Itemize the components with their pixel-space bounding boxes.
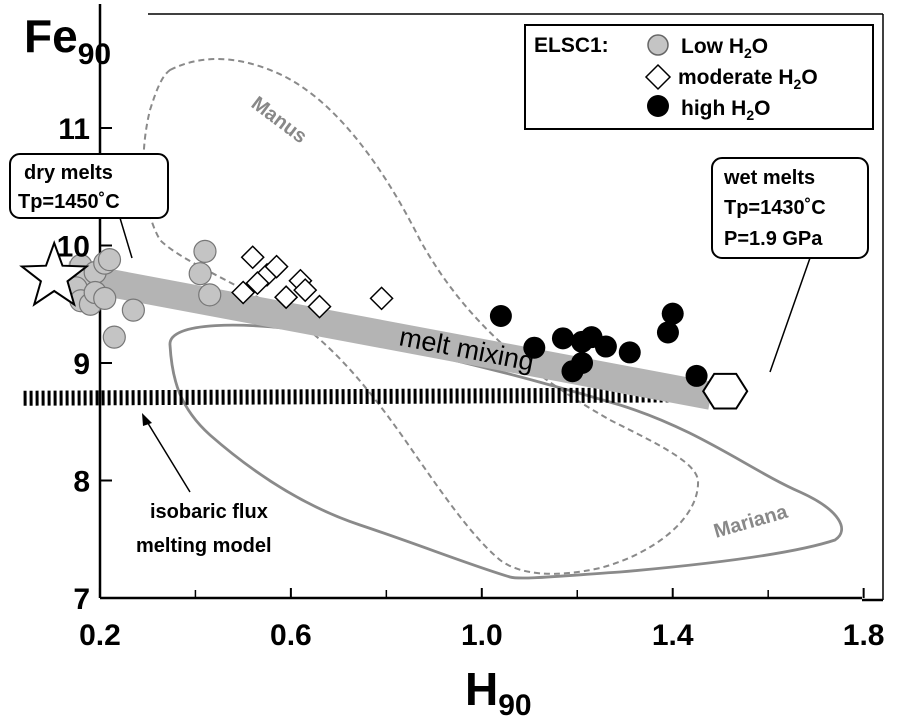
isobaric-model-arrow-head bbox=[142, 413, 152, 426]
moderate-h2o-point bbox=[264, 254, 289, 279]
legend-box bbox=[524, 24, 874, 130]
manus-label: Manus bbox=[247, 92, 311, 148]
wet-melts-pointer bbox=[769, 257, 811, 373]
isobaric-model-arrow-shaft bbox=[145, 419, 191, 493]
high-h2o-point bbox=[551, 327, 574, 350]
low-h2o-point bbox=[121, 298, 145, 322]
dry-melts-pointer bbox=[119, 217, 133, 259]
y-axis-title: Fe90 bbox=[24, 10, 111, 71]
dry-melts-line2: Tp=1450˚C bbox=[18, 190, 120, 213]
wet-melts-box bbox=[711, 157, 869, 259]
x-axis-ticks: 0.2 0.6 1.0 1.4 1.8 bbox=[79, 588, 884, 652]
moderate-h2o-point bbox=[274, 285, 299, 310]
y-tick-label: 7 bbox=[73, 583, 90, 616]
isobaric-model-annotation: isobaric flux melting model bbox=[136, 413, 272, 557]
legend-label-high: high H2O bbox=[681, 97, 770, 123]
melt-mixing-band bbox=[63, 261, 714, 410]
moderate-h2o-point bbox=[369, 286, 394, 311]
series-low-h2o bbox=[64, 239, 222, 349]
high-h2o-point bbox=[523, 336, 546, 359]
low-h2o-point bbox=[93, 286, 117, 310]
legend-marker-moderate bbox=[644, 63, 672, 91]
moderate-h2o-point bbox=[240, 245, 265, 270]
moderate-h2o-point bbox=[307, 294, 332, 319]
legend-marker-high bbox=[647, 95, 669, 117]
x-tick-label: 1.8 bbox=[843, 619, 885, 652]
moderate-h2o-point bbox=[231, 280, 256, 305]
low-h2o-point bbox=[102, 325, 126, 349]
manus-field bbox=[142, 58, 700, 575]
dry-melts-callout: dry melts Tp=1450˚C bbox=[9, 153, 169, 259]
series-high-h2o bbox=[489, 302, 708, 387]
legend-title: ELSC1: bbox=[534, 34, 609, 57]
x-tick-label: 0.2 bbox=[79, 619, 121, 652]
x-axis-title: H90 bbox=[465, 663, 532, 719]
isobaric-model-line1: isobaric flux bbox=[150, 501, 268, 523]
series-moderate-h2o bbox=[231, 245, 394, 319]
moderate-h2o-point bbox=[245, 271, 270, 296]
y-tick-label: 8 bbox=[73, 466, 90, 499]
moderate-h2o-point bbox=[293, 278, 318, 303]
low-h2o-point bbox=[188, 262, 212, 286]
low-h2o-point bbox=[97, 248, 122, 272]
y-tick-label: 11 bbox=[58, 113, 90, 146]
wet-melts-callout: wet melts Tp=1430˚C P=1.9 GPa bbox=[711, 157, 869, 373]
wet-melts-line2: Tp=1430˚C bbox=[724, 196, 826, 219]
x-tick-label: 1.0 bbox=[461, 619, 503, 652]
mariana-label: Mariana bbox=[711, 501, 791, 543]
wet-melts-line3: P=1.9 GPa bbox=[724, 228, 823, 250]
wet-melts-hexagon-marker bbox=[702, 372, 749, 410]
y-tick-label: 10 bbox=[57, 231, 90, 264]
isobaric-model-line bbox=[23, 387, 707, 406]
high-h2o-point bbox=[489, 305, 512, 327]
legend: ELSC1: Low H2O moderate H2O high H2O bbox=[524, 24, 874, 130]
dry-melts-line1: dry melts bbox=[24, 162, 113, 184]
high-h2o-point bbox=[656, 321, 679, 344]
legend-marker-low bbox=[647, 34, 669, 56]
isobaric-model-line2: melting model bbox=[136, 535, 272, 557]
x-tick-label: 1.4 bbox=[652, 619, 694, 652]
high-h2o-point bbox=[618, 341, 641, 364]
low-h2o-point bbox=[198, 283, 222, 307]
legend-label-low: Low H2O bbox=[681, 35, 768, 61]
x-tick-label: 0.6 bbox=[270, 619, 312, 652]
legend-label-moderate: moderate H2O bbox=[678, 66, 818, 92]
high-h2o-point bbox=[661, 302, 684, 325]
high-h2o-point bbox=[685, 364, 708, 387]
low-h2o-point bbox=[193, 239, 217, 263]
y-axis-ticks: 7 8 9 10 11 bbox=[57, 113, 112, 616]
dry-melts-box bbox=[9, 153, 169, 219]
high-h2o-point bbox=[594, 335, 617, 358]
y-tick-label: 9 bbox=[73, 348, 90, 381]
high-h2o-point bbox=[561, 360, 584, 383]
dry-melts-star-marker bbox=[19, 240, 90, 307]
melt-mixing-label: melt mixing bbox=[397, 321, 537, 377]
wet-melts-line1: wet melts bbox=[723, 167, 815, 189]
